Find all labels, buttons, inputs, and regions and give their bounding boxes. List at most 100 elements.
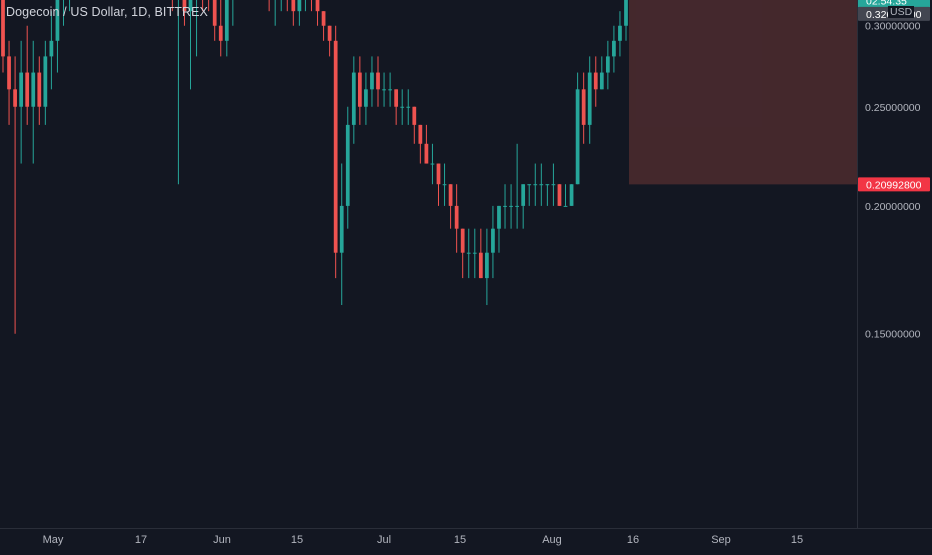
candle-body [25, 72, 30, 107]
candle [62, 0, 64, 26]
candle-body [13, 89, 17, 107]
candle [280, 0, 282, 12]
candle-body [557, 184, 562, 206]
candle [376, 56, 380, 107]
candle-body [37, 72, 42, 107]
candle-body [539, 184, 544, 186]
candle [599, 56, 604, 90]
candle [545, 184, 550, 206]
candle [539, 163, 544, 206]
candle-body [297, 0, 302, 12]
loss-zone [629, 0, 857, 185]
candle [339, 163, 344, 306]
candle-body [7, 56, 11, 90]
candle [304, 0, 306, 12]
candle-body [551, 184, 556, 186]
candle [1, 0, 5, 73]
candle-body [49, 40, 54, 57]
currency-label: USD [888, 6, 915, 18]
candle [268, 0, 270, 12]
candle [297, 0, 302, 26]
candle-body [321, 11, 326, 26]
candle-body [333, 40, 338, 253]
stop-price-label-bg [858, 177, 930, 192]
candle-body [400, 106, 405, 108]
candle-body [188, 0, 193, 12]
candle-body [406, 106, 411, 108]
candle [315, 0, 320, 26]
candle-body [563, 205, 568, 207]
candle [382, 72, 386, 107]
candle-body [19, 72, 24, 107]
candle [612, 25, 616, 73]
candle [472, 228, 477, 279]
x-tick-label: 16 [627, 534, 639, 546]
candle-body [55, 0, 60, 41]
candle-body [1, 0, 5, 57]
candle [478, 228, 483, 279]
candle [31, 40, 36, 164]
candle-body [376, 72, 380, 90]
candle [224, 0, 229, 57]
chart-title: Dogecoin / US Dollar, 1D, BITTREX [6, 5, 208, 19]
y-tick-label: 0.20000000 [865, 201, 921, 213]
time-axis-border [0, 528, 932, 529]
candle [25, 25, 30, 125]
candle [575, 72, 580, 185]
candle [188, 0, 193, 90]
candle-body [472, 252, 477, 254]
candle [394, 89, 399, 125]
candle-body [31, 72, 36, 107]
candle [454, 184, 459, 253]
candle-body [394, 89, 399, 107]
candle [581, 72, 586, 144]
candle-body [612, 40, 616, 57]
x-tick-label: 15 [454, 534, 466, 546]
current-price-label-text: 02:54:35 [866, 0, 907, 7]
candle-body [478, 252, 483, 279]
candle [563, 184, 568, 207]
candle-body [182, 0, 187, 12]
candle-body [491, 228, 495, 253]
candle [485, 228, 489, 306]
candle [460, 228, 465, 279]
candle-body [339, 205, 344, 253]
candle-body [218, 25, 223, 41]
candle-body [545, 184, 550, 186]
candle-body [624, 0, 628, 26]
x-tick-label: Jul [377, 534, 391, 546]
candle-body [224, 0, 229, 41]
candle [232, 0, 234, 26]
x-tick-label: 17 [135, 534, 147, 546]
candle [497, 205, 501, 253]
candle-body [454, 205, 459, 229]
candle [466, 228, 471, 279]
candle-body [581, 89, 586, 125]
candle [357, 56, 362, 125]
candle [605, 40, 610, 90]
candle [274, 0, 276, 26]
candle [593, 56, 598, 107]
y-tick-label: 0.30000000 [865, 21, 921, 33]
candle [509, 184, 513, 229]
x-tick-label: May [43, 534, 64, 546]
candle-body [382, 89, 386, 91]
candle-body [357, 72, 362, 107]
candle-body [291, 0, 296, 12]
price-axis: 0.15000000 0.20000000 0.25000000 0.30000000 [865, 21, 921, 341]
candle [49, 11, 54, 90]
x-tick-label: Sep [711, 534, 731, 546]
candle [291, 0, 296, 26]
candle-body [593, 72, 598, 90]
candle [624, 0, 628, 41]
candle-body [503, 205, 507, 207]
x-tick-label: Aug [542, 534, 562, 546]
candle [310, 0, 312, 12]
candle-body [212, 0, 217, 26]
price-axis-border [857, 0, 858, 528]
candle [442, 163, 447, 206]
candle [321, 11, 326, 41]
candle-body [412, 106, 417, 125]
